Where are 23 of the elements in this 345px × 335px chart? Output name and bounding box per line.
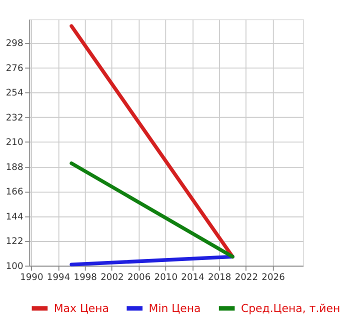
y-tick-label: 144 [6,212,24,222]
y-tick-label: 100 [6,262,24,272]
y-tick-label: 276 [6,64,24,74]
y-tick-label: 166 [6,188,24,198]
legend-label: Max Цена [54,302,110,316]
x-tick-label: 2002 [100,272,124,283]
y-tick-label: 210 [6,138,24,148]
x-tick-label: 2010 [154,272,178,283]
y-tick-label: 232 [6,113,24,124]
x-tick-label: 2014 [181,272,205,283]
legend-label: Min Цена [148,302,201,316]
x-tick-label: 2026 [262,272,286,283]
y-tick-label: 122 [6,237,24,248]
y-tick-label: 254 [6,88,24,99]
x-tick-label: 2022 [234,272,258,283]
legend-label: Сред.Цена, т.йен [240,302,340,316]
y-tick-label: 188 [6,162,24,173]
x-tick-label: 1998 [74,272,98,283]
x-tick-label: 1990 [20,272,44,283]
y-tick-label: 298 [6,39,24,50]
x-tick-label: 1994 [46,272,70,283]
x-tick-label: 2006 [127,272,151,283]
x-tick-label: 2018 [208,272,232,283]
